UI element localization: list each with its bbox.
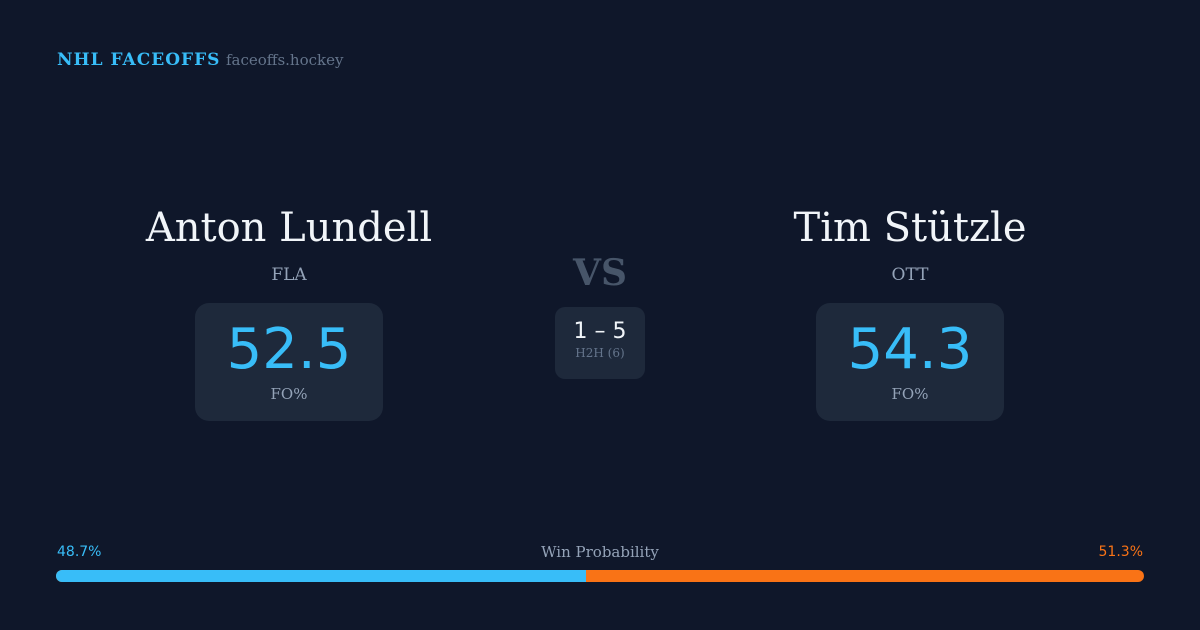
win-prob-left: 48.7% [57,544,102,560]
vs-label: VS [573,252,627,294]
win-prob-label: Win Probability [541,543,659,561]
win-prob-bar [56,570,1144,582]
fo-label: FO% [270,385,308,403]
player-team: OTT [891,265,929,285]
brand-title: NHL FACEOFFS [57,50,221,70]
h2h-score: 1 – 5 [573,319,627,344]
win-prob-right: 51.3% [1098,544,1143,560]
h2h-label: H2H (6) [575,346,625,360]
fo-value: 52.5 [226,317,352,382]
fo-card: 54.3 FO% [815,303,1005,421]
fo-label: FO% [891,385,929,403]
fo-value: 54.3 [847,317,973,382]
site-url: faceoffs.hockey [226,51,344,69]
player-name: Tim Stützle [793,205,1027,251]
h2h-card: 1 – 5 H2H (6) [555,307,645,379]
fo-card: 52.5 FO% [194,303,384,421]
player-right: Tim Stützle OTT 54.3 FO% [710,205,1110,421]
player-team: FLA [271,265,307,285]
player-name: Anton Lundell [145,205,433,251]
player-left: Anton Lundell FLA 52.5 FO% [89,205,489,421]
win-prob-bar-left [56,570,586,582]
